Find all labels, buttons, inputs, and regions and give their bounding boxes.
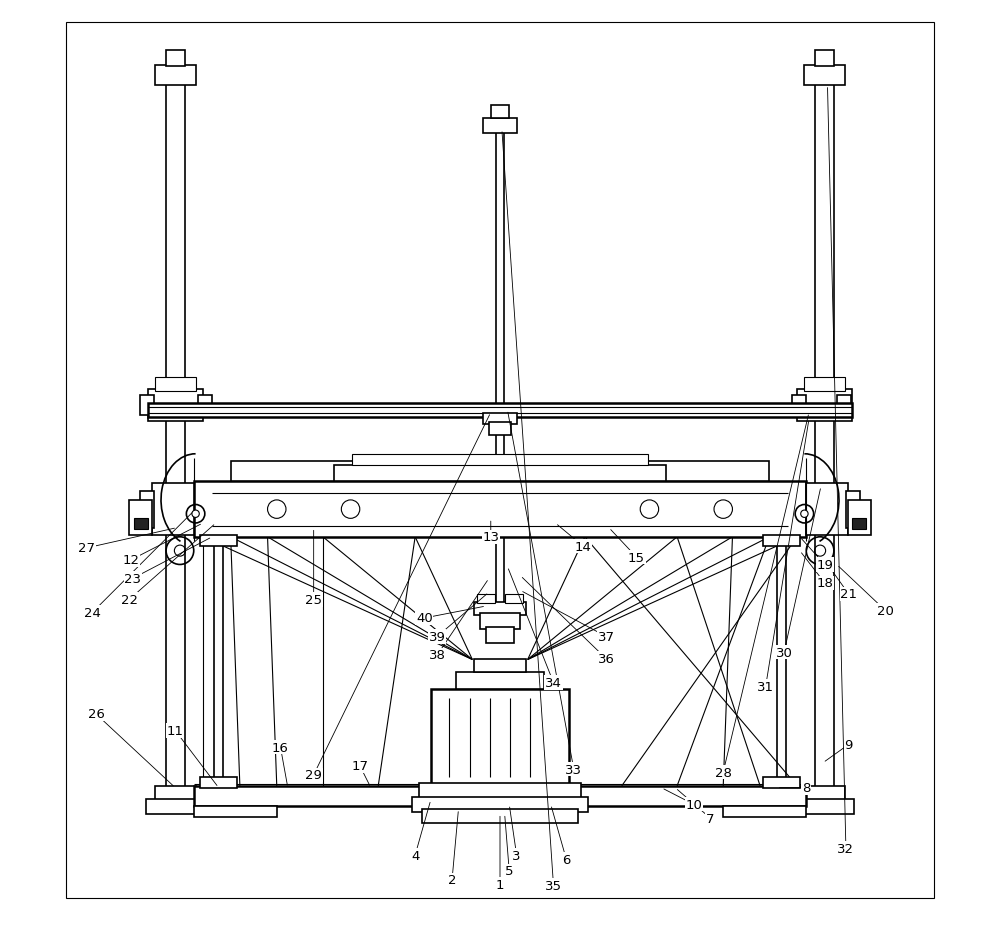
Bar (155, 786, 196, 803)
Text: 13: 13 (482, 531, 499, 544)
Text: 10: 10 (685, 798, 702, 811)
Bar (763, 536, 800, 546)
Text: 35: 35 (545, 879, 562, 892)
Text: 9: 9 (844, 738, 853, 751)
Text: 31: 31 (757, 680, 774, 693)
Text: 4: 4 (411, 848, 419, 861)
Bar (804, 786, 845, 803)
Text: 29: 29 (305, 768, 322, 781)
Bar (194, 806, 277, 818)
Bar (491, 106, 509, 119)
Bar (129, 501, 152, 536)
Text: 38: 38 (429, 649, 446, 662)
Text: 18: 18 (816, 577, 833, 590)
Bar (848, 501, 871, 536)
Bar (148, 403, 852, 417)
Bar (483, 119, 517, 133)
Text: 36: 36 (598, 653, 615, 666)
Bar (155, 378, 196, 391)
Text: 17: 17 (351, 759, 368, 772)
Bar (155, 66, 196, 85)
Bar (486, 628, 514, 643)
Circle shape (192, 511, 199, 518)
Bar (231, 462, 769, 482)
Text: 15: 15 (628, 551, 645, 564)
Text: 21: 21 (840, 588, 857, 601)
Text: 19: 19 (816, 558, 833, 571)
Text: 6: 6 (562, 853, 571, 866)
Bar (198, 395, 212, 415)
Bar (140, 491, 154, 528)
Text: 3: 3 (512, 848, 521, 861)
Bar (804, 378, 845, 391)
Bar (815, 51, 834, 68)
Bar (474, 603, 526, 616)
Bar (456, 673, 544, 690)
Bar (846, 491, 860, 528)
Text: 26: 26 (88, 707, 104, 720)
Bar (431, 690, 569, 786)
Bar (412, 797, 588, 812)
Bar (152, 484, 194, 536)
Bar (422, 809, 578, 823)
Text: 32: 32 (837, 842, 854, 856)
Bar (806, 484, 848, 536)
Bar (795, 799, 854, 814)
Bar (489, 423, 511, 436)
Text: 20: 20 (877, 604, 894, 617)
Text: 37: 37 (598, 630, 615, 643)
Text: 30: 30 (776, 646, 793, 659)
Bar (797, 389, 852, 422)
Text: 24: 24 (84, 606, 101, 619)
Text: 11: 11 (167, 724, 184, 737)
Bar (352, 454, 648, 465)
Text: 5: 5 (505, 864, 513, 877)
Text: 2: 2 (448, 873, 456, 886)
Text: 23: 23 (124, 572, 141, 585)
Bar (505, 594, 523, 603)
Text: 28: 28 (715, 766, 732, 779)
Text: 39: 39 (429, 630, 446, 643)
Bar (166, 51, 185, 68)
Bar (200, 777, 237, 788)
Text: 12: 12 (123, 553, 140, 566)
Bar (419, 783, 581, 800)
Bar (852, 519, 866, 530)
Bar (140, 395, 154, 415)
Text: 27: 27 (78, 541, 95, 554)
Bar (194, 482, 806, 538)
Text: 1: 1 (496, 878, 504, 891)
Bar (763, 777, 800, 788)
Text: 40: 40 (416, 612, 433, 625)
Bar (194, 786, 806, 806)
Bar (837, 395, 851, 415)
Bar (148, 389, 203, 422)
Bar (477, 594, 495, 603)
Text: 14: 14 (575, 540, 591, 552)
Bar (146, 799, 205, 814)
Bar (134, 519, 148, 530)
Text: 7: 7 (706, 812, 715, 825)
Text: 33: 33 (565, 763, 582, 776)
Bar (483, 413, 517, 425)
Text: 16: 16 (272, 741, 289, 754)
Bar (474, 660, 526, 673)
Bar (334, 465, 666, 482)
Circle shape (801, 511, 808, 518)
Bar (480, 614, 520, 629)
Text: 8: 8 (802, 781, 810, 794)
Bar (723, 806, 806, 818)
Bar (200, 536, 237, 546)
Text: 34: 34 (545, 677, 562, 690)
Bar (792, 395, 806, 415)
Text: 25: 25 (305, 593, 322, 606)
Bar (804, 66, 845, 85)
Text: 22: 22 (121, 593, 138, 606)
